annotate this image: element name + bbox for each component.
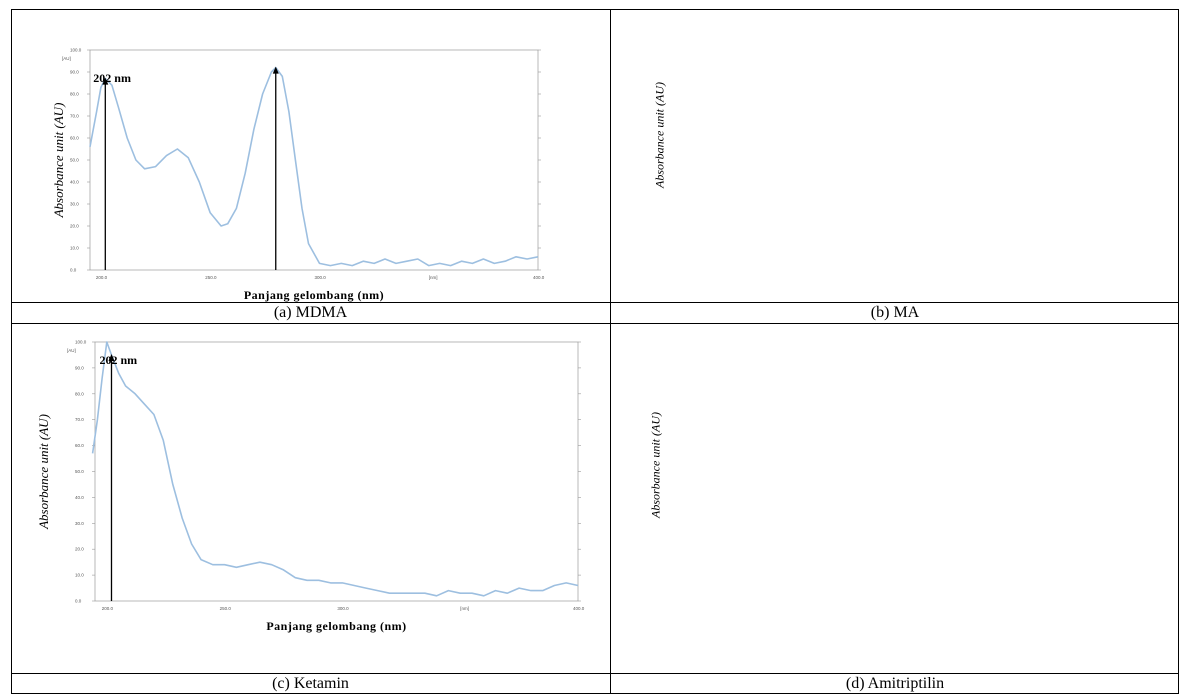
x-tick-label: 400.0 — [533, 275, 545, 280]
tick-labels: 0.0 10.0 20.0 30.0 40.0 50.0 60.0 70.0 80.0 90.0 1… — [67, 340, 585, 612]
y-tick-label: 100.0 — [70, 48, 82, 53]
caption-d: (d) Amitriptilin — [845, 675, 945, 692]
caption-a: (a) MDMA — [273, 304, 348, 321]
y-tick-label: 0.0 — [75, 599, 82, 604]
y-tick-label: 50.0 — [70, 158, 79, 163]
chart-ketamin: 0.0 10.0 20.0 30.0 40.0 50.0 60.0 70.0 80.0 90.0 1… — [36, 340, 585, 634]
y-tick-label: 30.0 — [70, 202, 79, 207]
peak-annotation: 202 nm — [93, 71, 131, 85]
y-tick-label: 20.0 — [75, 547, 84, 552]
peak-arrow-head — [272, 66, 279, 74]
y-axis-label: Absorbance unit (AU) — [51, 103, 66, 219]
table-divider-row2-caption — [11, 673, 1179, 674]
plot-frame — [89, 49, 539, 271]
plot-frame — [94, 341, 579, 602]
peak-arrow-head — [102, 77, 109, 85]
y-tick-label: 60.0 — [75, 443, 84, 448]
x-axis-label: Panjang gelombang (nm) — [244, 288, 384, 302]
y-tick-label: 70.0 — [75, 417, 84, 422]
y-tick-label: 70.0 — [70, 114, 79, 119]
y-tick-label: 0.0 — [70, 268, 77, 273]
tick-labels: 0.0 10.0 20.0 30.0 40.0 50.0 60.0 70.0 80.0 90.0 1… — [62, 48, 545, 281]
caption-b: (b) MA — [870, 304, 920, 321]
y-tick-label: 10.0 — [75, 573, 84, 578]
x-tick-label: 250.0 — [205, 275, 217, 280]
table-divider-row1-caption — [11, 302, 1179, 303]
y-tick-label: 10.0 — [70, 246, 79, 251]
y-axis-label: Absorbance unit (AU) — [36, 414, 51, 530]
y-tick-label: 50.0 — [75, 469, 84, 474]
y-unit-label: [AU] — [62, 56, 71, 61]
x-tick-label: 200.0 — [102, 606, 114, 611]
chart-marks: 202 nm Absorbance unit (AU) Panjang gelomb… — [36, 341, 581, 633]
y-unit-label: [AU] — [67, 348, 76, 353]
x-tick-label: 400.0 — [573, 606, 585, 611]
chart-mdma: 0.0 10.0 20.0 30.0 40.0 50.0 60.0 70.0 80.0 90.0 1… — [51, 48, 545, 303]
series-line — [91, 341, 579, 597]
x-tick-label: 300.0 — [337, 606, 349, 611]
y-tick-label: 20.0 — [70, 224, 79, 229]
x-axis-label: Panjang gelombang (nm) — [266, 619, 406, 633]
chart-marks: 202 nm Absorbance unit (AU) Panjang gelomb… — [51, 49, 541, 302]
y-tick-label: 60.0 — [70, 136, 79, 141]
peak-arrow-head — [108, 353, 115, 361]
x-tick-label: 250.0 — [220, 606, 232, 611]
y-tick-label: 90.0 — [75, 365, 84, 370]
x-unit-label: [nm] — [460, 606, 469, 611]
peak-annotation: 202 nm — [99, 353, 137, 367]
series-line — [89, 66, 539, 267]
x-tick-label: 300.0 — [314, 275, 326, 280]
x-tick-label: 200.0 — [96, 275, 108, 280]
table-divider-vertical — [610, 9, 611, 694]
y-tick-label: 40.0 — [75, 495, 84, 500]
x-unit-label: [nm] — [429, 275, 438, 280]
y-tick-label: 100.0 — [75, 340, 87, 345]
caption-c: (c) Ketamin — [272, 675, 349, 692]
y-tick-label: 80.0 — [75, 391, 84, 396]
figure-table — [11, 9, 1179, 694]
y-tick-label: 40.0 — [70, 180, 79, 185]
y-tick-label: 80.0 — [70, 92, 79, 97]
y-tick-label: 90.0 — [70, 70, 79, 75]
table-divider-row2-top — [11, 323, 1179, 324]
y-tick-label: 30.0 — [75, 521, 84, 526]
